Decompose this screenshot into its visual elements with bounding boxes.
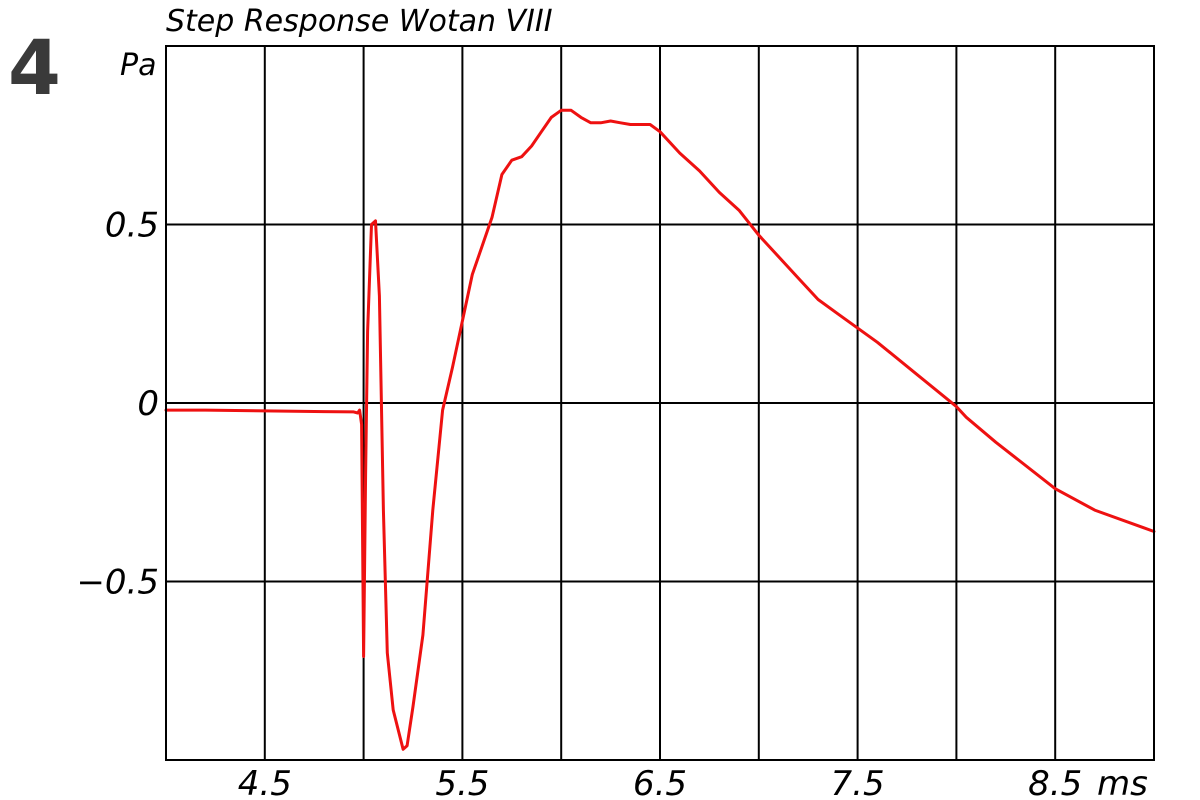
plot-frame bbox=[165, 45, 1155, 761]
series-line bbox=[164, 108, 1156, 751]
grid bbox=[166, 46, 1154, 760]
chart-title: Step Response Wotan VIII bbox=[166, 4, 553, 39]
y-tick-label: 0.5 bbox=[105, 206, 159, 246]
y-tick-label: −0.5 bbox=[76, 563, 159, 603]
y-tick-label: 0 bbox=[137, 384, 159, 424]
y-tick-labels: 0.5 0 −0.5 bbox=[76, 206, 159, 603]
x-tick-labels: 4.5 5.5 6.5 7.5 8.5 bbox=[238, 764, 1082, 800]
x-tick-label: 8.5 bbox=[1028, 764, 1082, 800]
x-tick-label: 6.5 bbox=[633, 764, 687, 800]
x-tick-label: 4.5 bbox=[238, 764, 292, 800]
figure-number: 4 bbox=[8, 23, 61, 112]
x-tick-label: 5.5 bbox=[435, 764, 489, 800]
y-unit-label: Pa bbox=[120, 48, 156, 83]
x-tick-label: 7.5 bbox=[831, 764, 885, 800]
x-unit-label: ms bbox=[1097, 764, 1148, 800]
series-group bbox=[164, 108, 1156, 751]
